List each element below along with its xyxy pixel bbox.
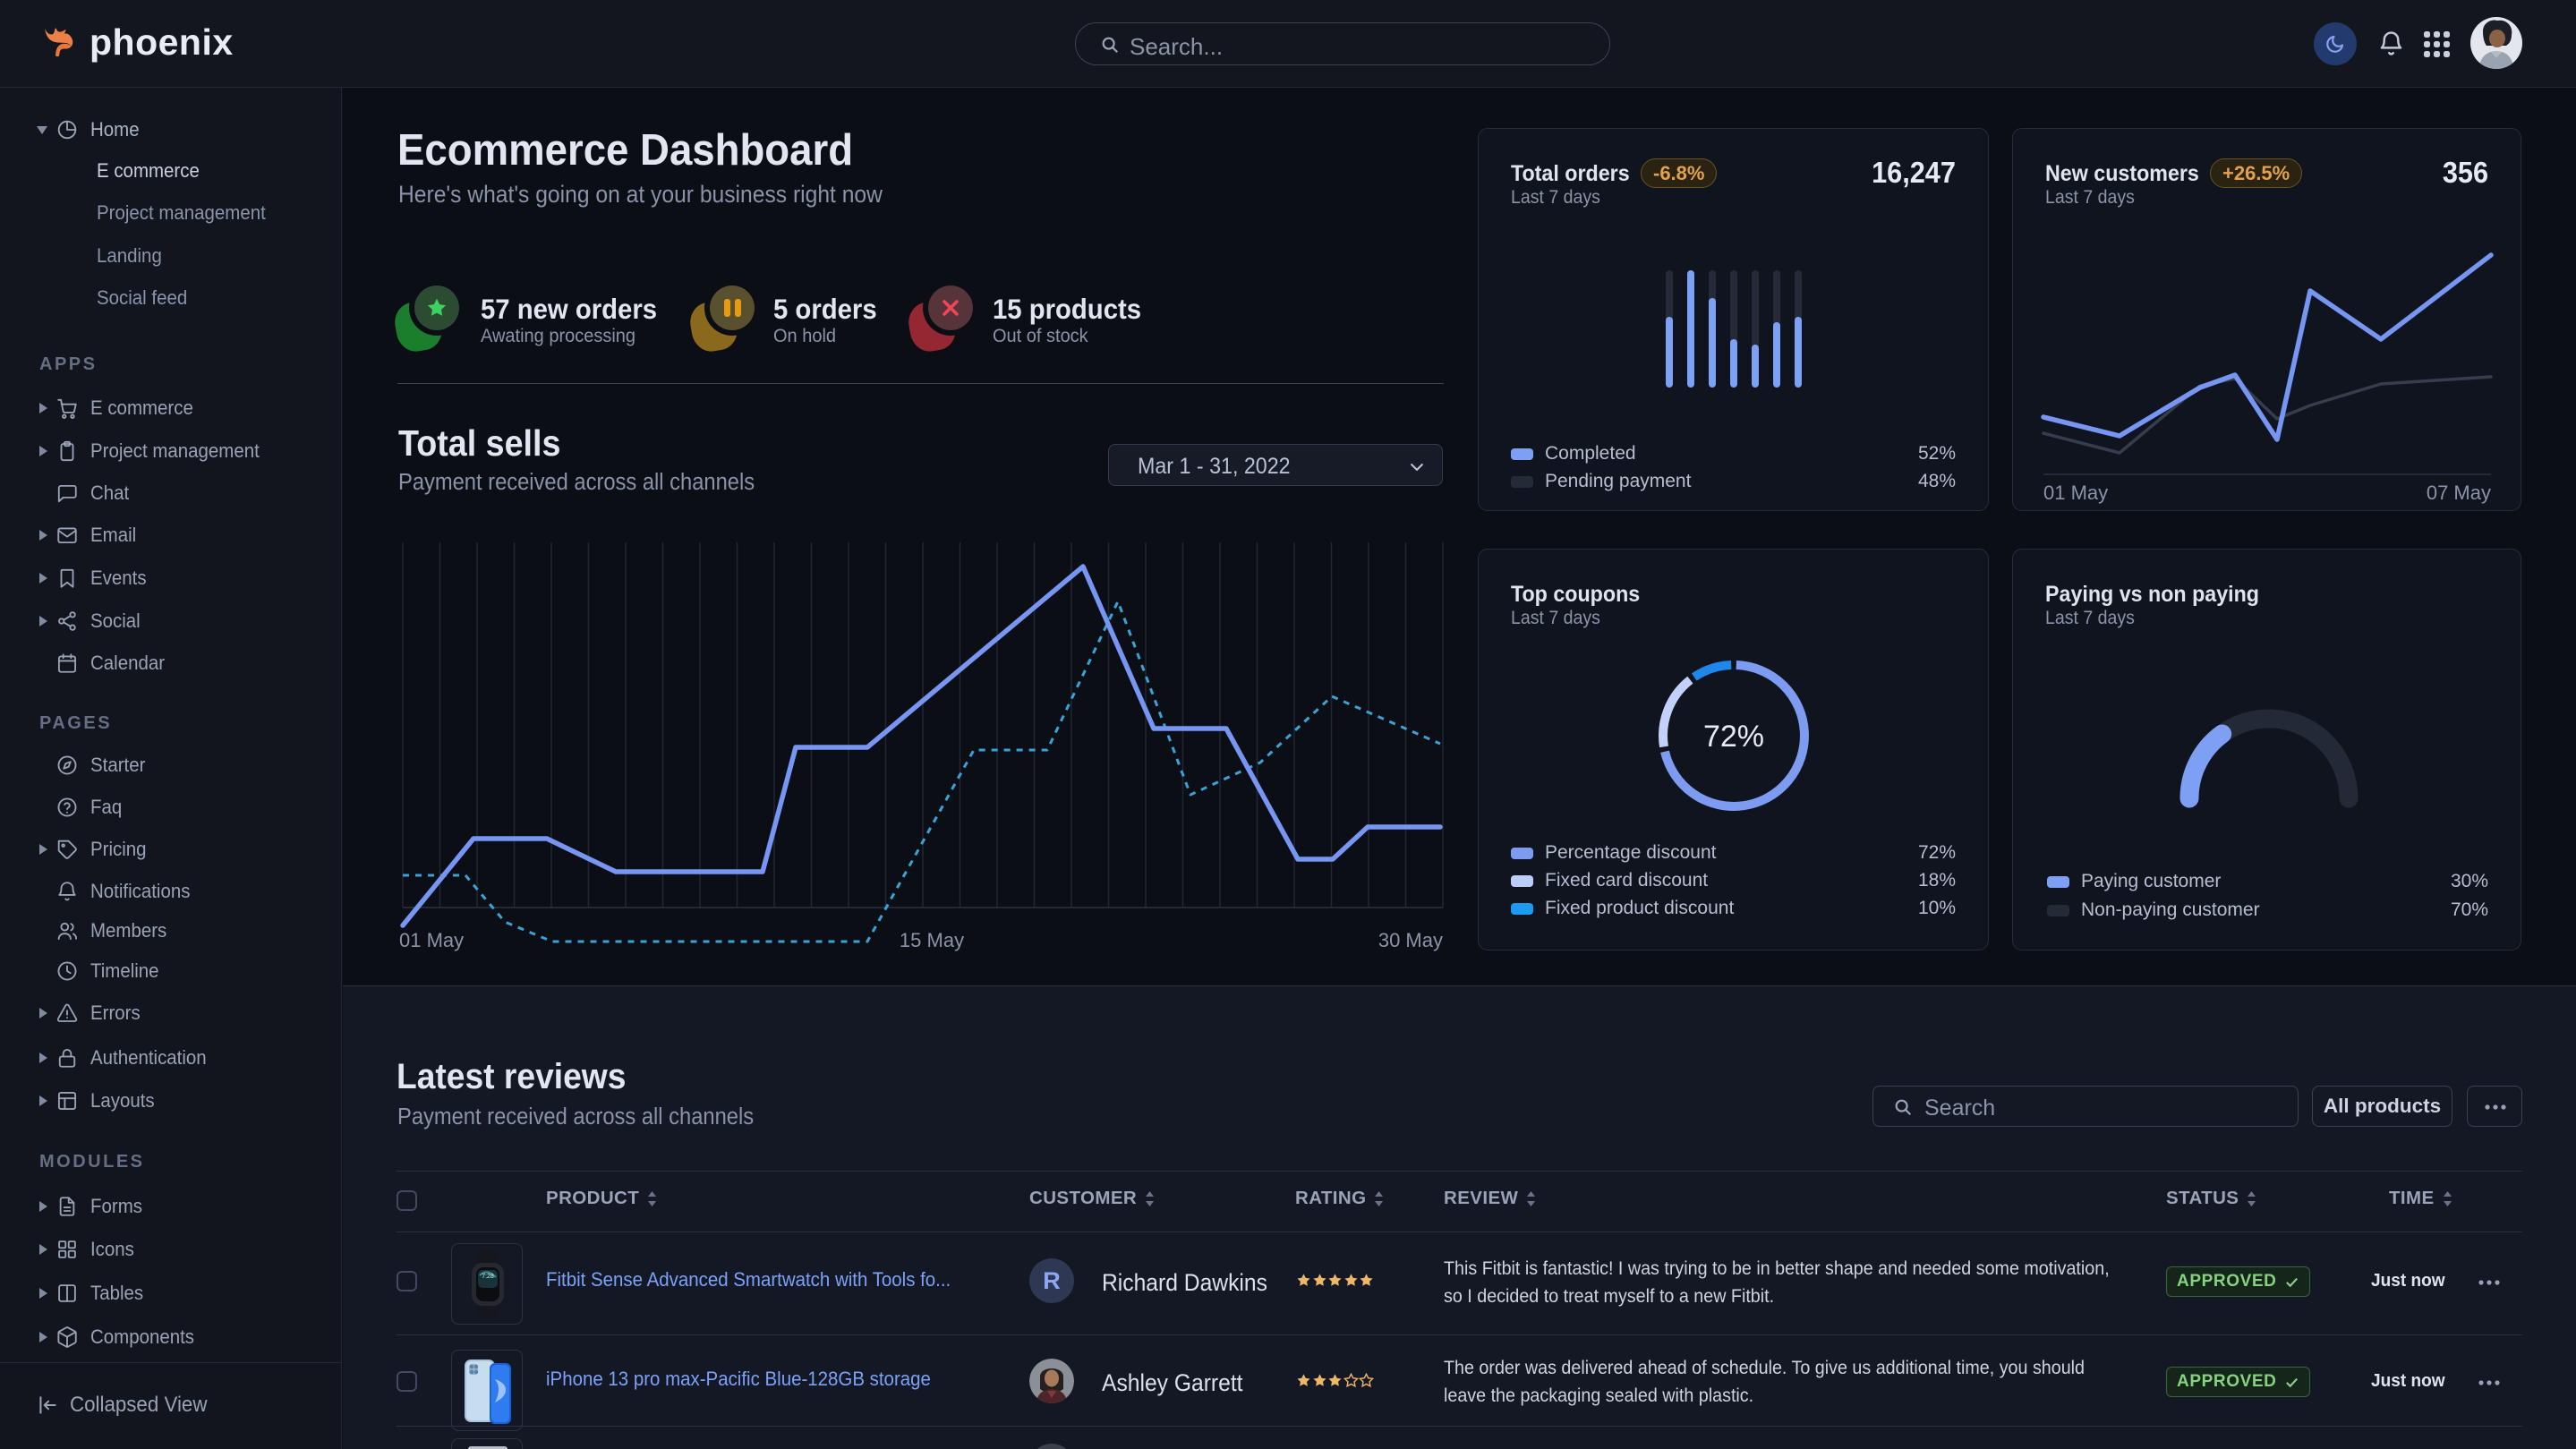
svg-text:7:28: 7:28	[482, 1274, 494, 1280]
svg-text:07 May: 07 May	[2427, 482, 2491, 504]
svg-text:72%: 72%	[1703, 720, 1764, 754]
svg-text:01 May: 01 May	[399, 929, 464, 951]
svg-text:01 May: 01 May	[2043, 482, 2108, 504]
svg-text:30 May: 30 May	[1378, 929, 1443, 951]
svg-text:15 May: 15 May	[900, 929, 964, 951]
